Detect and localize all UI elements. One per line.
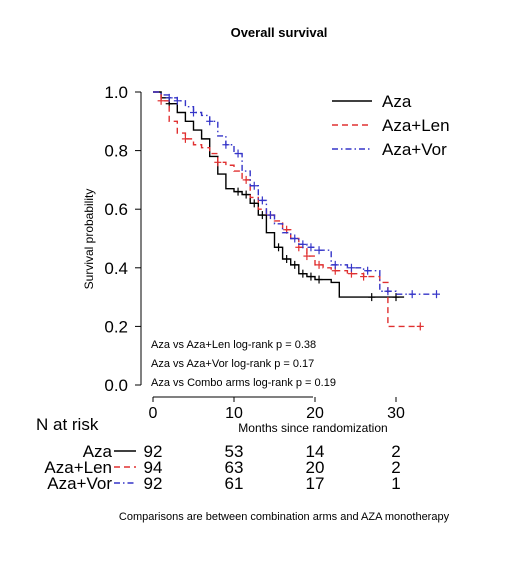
legend-label: Aza+Len xyxy=(382,116,450,135)
censor-mark xyxy=(315,275,323,284)
censor-mark xyxy=(250,199,258,208)
risk-value: 2 xyxy=(391,442,400,461)
censor-mark xyxy=(190,108,197,117)
censor-mark xyxy=(275,243,283,252)
x-tick-label: 20 xyxy=(306,405,324,422)
censor-mark xyxy=(157,96,165,105)
risk-value: 92 xyxy=(144,474,163,493)
censor-mark xyxy=(181,134,189,143)
censor-mark xyxy=(283,255,291,264)
risk-table-title: N at risk xyxy=(36,415,99,434)
censor-mark xyxy=(368,293,376,302)
censor-mark xyxy=(331,260,339,269)
x-tick-label: 30 xyxy=(387,405,405,422)
logrank-annotation: Aza vs Aza+Vor log-rank p = 0.17 xyxy=(151,358,314,370)
risk-value: 94 xyxy=(144,458,163,477)
censor-mark xyxy=(315,246,323,255)
plot-area: 0.0 0.2 0.4 0.6 0.8 1.0 0 10 20 30 Survival prob… xyxy=(82,83,450,435)
risk-value: 17 xyxy=(306,474,325,493)
legend-label: Aza+Vor xyxy=(382,140,447,159)
y-tick-label: 0.6 xyxy=(104,200,128,219)
censor-mark xyxy=(408,290,416,299)
risk-value: 1 xyxy=(391,474,400,493)
annotations: Aza vs Aza+Len log-rank p = 0.38 Aza vs A… xyxy=(151,339,336,389)
x-tick-label: 10 xyxy=(225,405,243,422)
y-tick-label: 0.4 xyxy=(104,259,128,278)
censor-mark xyxy=(392,293,400,302)
censor-mark xyxy=(242,190,250,199)
censor-mark xyxy=(258,196,266,205)
censor-mark xyxy=(165,93,173,102)
censor-mark xyxy=(360,272,368,281)
risk-value: 20 xyxy=(306,458,325,477)
risk-value: 63 xyxy=(225,458,244,477)
logrank-annotation: Aza vs Combo arms log-rank p = 0.19 xyxy=(151,377,336,389)
y-ticks: 0.0 0.2 0.4 0.6 0.8 1.0 xyxy=(104,83,141,395)
risk-value: 53 xyxy=(225,442,244,461)
censor-mark xyxy=(258,211,266,220)
risk-value: 2 xyxy=(391,458,400,477)
risk-value: 61 xyxy=(225,474,244,493)
censor-mark xyxy=(222,140,230,149)
risk-value: 92 xyxy=(144,442,163,461)
series-layer xyxy=(153,91,440,331)
censor-mark xyxy=(234,187,242,196)
censor-mark xyxy=(384,287,392,296)
legend: Aza Aza+Len Aza+Vor xyxy=(332,92,450,159)
censor-mark xyxy=(347,263,355,272)
footnote: Comparisons are between combination arms… xyxy=(119,511,450,523)
censor-mark xyxy=(307,272,315,281)
censor-mark xyxy=(206,117,214,126)
censor-mark xyxy=(250,181,258,190)
x-tick-label: 0 xyxy=(149,405,158,422)
chart-title: Overall survival xyxy=(231,25,328,40)
censor-mark xyxy=(299,269,307,278)
y-tick-label: 0.2 xyxy=(104,317,128,336)
risk-table: N at risk Aza 92 53 14 2 Aza+Len 94 63 20 2 Aza+Vo… xyxy=(36,415,401,493)
risk-row-label: Aza+Vor xyxy=(47,474,112,493)
logrank-annotation: Aza vs Aza+Len log-rank p = 0.38 xyxy=(151,339,316,351)
censor-mark xyxy=(234,149,242,158)
censor-mark xyxy=(173,96,181,105)
series-line-aza xyxy=(153,91,405,298)
y-tick-label: 0.0 xyxy=(104,376,128,395)
censor-mark xyxy=(291,234,299,243)
censor-mark xyxy=(433,290,440,299)
censor-mark xyxy=(291,260,299,269)
risk-row-label: Aza+Len xyxy=(44,458,112,477)
censor-mark xyxy=(416,322,424,331)
censor-mark xyxy=(266,211,274,220)
x-axis-label: Months since randomization xyxy=(238,421,387,435)
risk-row-label: Aza xyxy=(83,442,113,461)
y-tick-label: 0.8 xyxy=(104,142,128,161)
legend-label: Aza xyxy=(382,92,412,111)
censor-mark xyxy=(307,243,315,252)
y-tick-label: 1.0 xyxy=(104,83,128,102)
series-line-aza-vor xyxy=(153,91,437,295)
y-axis-label: Survival probability xyxy=(82,189,96,290)
x-ticks: 0 10 20 30 xyxy=(149,397,405,422)
risk-value: 14 xyxy=(306,442,325,461)
censor-mark xyxy=(299,240,307,249)
censor-mark xyxy=(303,252,311,261)
censor-mark xyxy=(364,266,372,275)
censor-mark xyxy=(242,175,250,184)
censor-mark xyxy=(214,158,222,167)
censor-mark xyxy=(315,260,323,269)
